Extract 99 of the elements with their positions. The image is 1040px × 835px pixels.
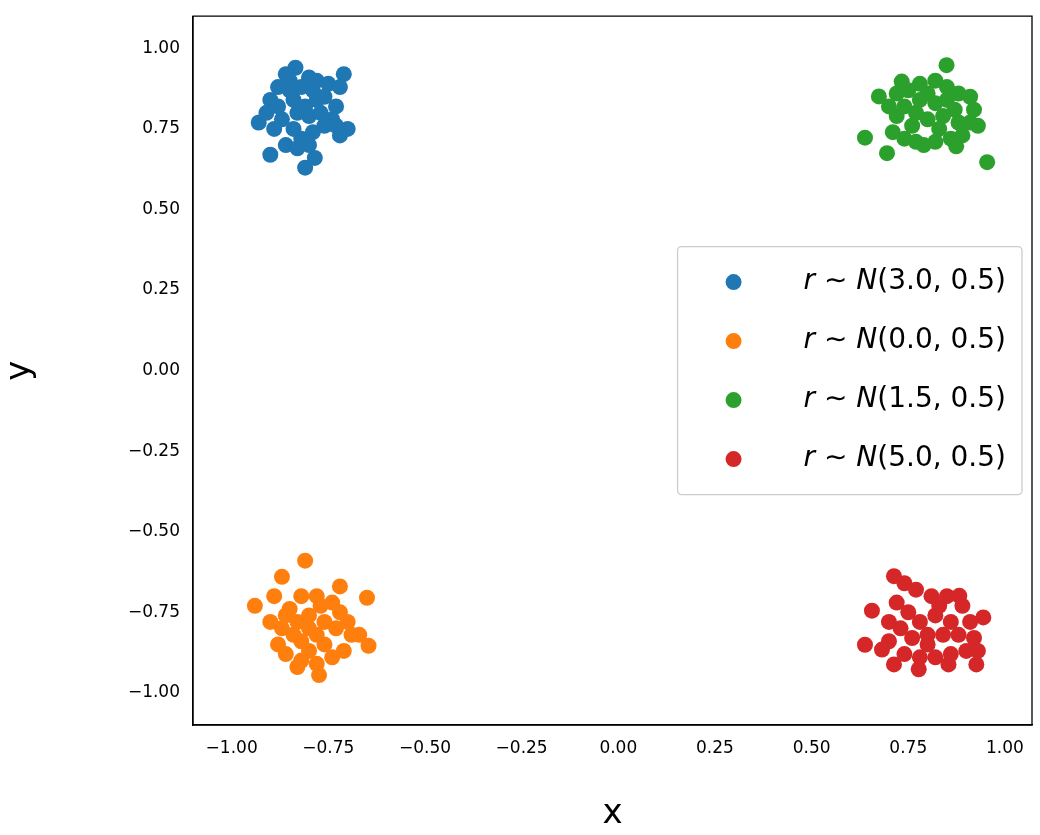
point (919, 111, 936, 128)
point (312, 104, 329, 121)
point (856, 129, 873, 146)
point (358, 589, 375, 606)
y-tick-label: −1.00 (127, 681, 180, 702)
point (300, 642, 317, 659)
point (908, 581, 925, 598)
point (262, 146, 279, 163)
y-tick-label: 0.50 (142, 197, 180, 218)
point (896, 575, 913, 592)
point (938, 91, 955, 108)
y-tick-label: 1.00 (142, 36, 180, 57)
point (938, 57, 955, 74)
point (285, 626, 302, 643)
point (966, 101, 983, 118)
point (308, 655, 325, 672)
point (277, 646, 294, 663)
x-axis-title: x (602, 791, 623, 832)
point (328, 620, 345, 637)
point (316, 613, 333, 630)
point (360, 637, 377, 654)
x-tick-label: 0.00 (599, 736, 638, 757)
point (942, 613, 959, 630)
point (888, 85, 905, 102)
point (270, 98, 287, 115)
point (266, 120, 283, 137)
point (331, 578, 348, 595)
point (885, 656, 902, 673)
point (297, 552, 314, 569)
y-tick-label: −0.50 (127, 520, 180, 541)
point (246, 597, 263, 614)
point (962, 613, 979, 630)
point (896, 646, 913, 663)
x-tick-label: 0.75 (889, 736, 928, 757)
point (328, 98, 345, 115)
point (870, 88, 887, 105)
y-tick-label: 0.00 (142, 359, 180, 380)
y-tick-label: 0.75 (142, 117, 180, 138)
x-tick-label: −0.50 (398, 736, 452, 757)
x-tick-label: 1.00 (986, 736, 1024, 757)
point (950, 626, 967, 643)
x-tick-label: 0.25 (696, 736, 734, 757)
y-axis-title: y (0, 360, 38, 381)
point (931, 120, 948, 137)
point (927, 649, 944, 666)
point (927, 72, 944, 89)
point (856, 636, 873, 653)
point (880, 633, 897, 650)
y-tick-label: −0.25 (127, 439, 180, 460)
point (266, 588, 283, 605)
point (975, 609, 992, 626)
legend-label: r ∼ N(3.0, 0.5) (803, 263, 1007, 297)
point (904, 117, 921, 134)
point (297, 159, 314, 176)
point (927, 133, 944, 150)
point (879, 145, 896, 162)
point (880, 613, 897, 630)
y-tick-label: 0.25 (142, 278, 180, 299)
point (966, 630, 983, 647)
point (900, 604, 917, 621)
point (277, 607, 294, 624)
point (335, 66, 352, 83)
legend-label: r ∼ N(1.5, 0.5) (803, 381, 1007, 415)
x-tick-label: 0.50 (792, 736, 831, 757)
point (300, 620, 317, 637)
point (306, 149, 323, 166)
point (335, 642, 352, 659)
y-tick-label: −0.75 (127, 600, 180, 621)
point (935, 626, 952, 643)
point (888, 594, 905, 611)
point (285, 120, 302, 137)
point (331, 79, 348, 96)
x-tick-label: −0.25 (495, 736, 548, 757)
legend-label: r ∼ N(0.0, 0.5) (803, 322, 1007, 356)
point (258, 104, 275, 121)
point (950, 114, 967, 131)
point (262, 613, 279, 630)
point (911, 649, 928, 666)
point (884, 124, 901, 141)
x-tick-label: −0.75 (302, 736, 355, 757)
point (892, 620, 909, 637)
point (273, 568, 290, 585)
point (312, 597, 329, 614)
x-tick-label: −1.00 (205, 736, 258, 757)
point (328, 117, 345, 134)
point (954, 597, 971, 614)
point (316, 636, 333, 653)
legend-label: r ∼ N(5.0, 0.5) (803, 440, 1007, 474)
point (969, 117, 986, 134)
point (863, 602, 880, 619)
point (931, 597, 948, 614)
point (908, 133, 925, 150)
point (979, 154, 996, 171)
point (942, 646, 959, 663)
point (904, 630, 921, 647)
point (911, 613, 928, 630)
point (293, 588, 310, 605)
point (919, 85, 936, 102)
point (968, 656, 985, 673)
